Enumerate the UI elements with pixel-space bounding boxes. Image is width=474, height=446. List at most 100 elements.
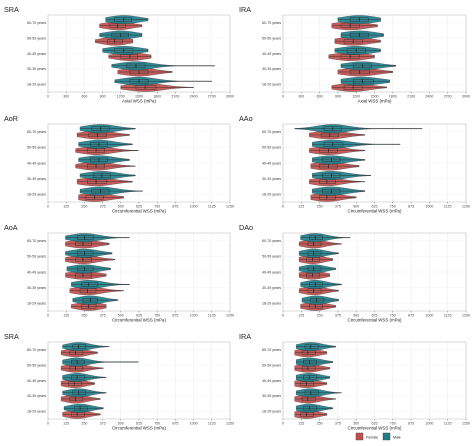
y-tick-label: 18-29 years xyxy=(262,193,281,197)
x-tick-label: 500 xyxy=(353,314,359,318)
legend: Female Male xyxy=(355,432,401,441)
x-tick-label: 0 xyxy=(282,95,284,99)
legend-key-male xyxy=(382,432,391,441)
iqr-box xyxy=(74,406,88,411)
x-tick-label: 2400 xyxy=(425,95,433,99)
x-tick-label: 300 xyxy=(63,95,69,99)
iqr-box xyxy=(71,412,85,417)
iqr-box xyxy=(72,390,87,395)
x-tick-label: 625 xyxy=(136,205,142,209)
x-tick-label: 900 xyxy=(335,95,341,99)
iqr-box xyxy=(349,69,370,75)
y-tick-label: 60-70 years xyxy=(27,239,46,243)
x-tick-label: 125 xyxy=(298,205,304,209)
x-tick-label: 600 xyxy=(81,95,87,99)
x-tick-label: 875 xyxy=(408,314,414,318)
x-tick-label: 2100 xyxy=(407,95,415,99)
panel-title: IRA xyxy=(239,332,251,341)
y-tick-label: 60-70 years xyxy=(262,130,281,134)
iqr-box xyxy=(352,79,374,84)
x-tick-label: 625 xyxy=(136,422,142,426)
x-tick-label: 1125 xyxy=(444,314,452,318)
panel-title: AAo xyxy=(239,114,253,123)
x-tick-label: 0 xyxy=(282,314,284,318)
y-tick-label: 60-70 years xyxy=(27,130,46,134)
y-tick-label: 18-29 years xyxy=(262,302,281,306)
y-tick-label: 30-39 years xyxy=(27,286,46,290)
x-tick-label: 1250 xyxy=(226,205,234,209)
iqr-box xyxy=(76,251,94,256)
y-tick-label: 40-49 years xyxy=(27,379,46,383)
x-tick-label: 250 xyxy=(81,422,87,426)
x-tick-label: 1125 xyxy=(208,422,216,426)
panels-layer: SRA 0 300 600 900 1200 1500 1800 2100 2400 2700 300… xyxy=(4,5,470,431)
iqr-box xyxy=(135,85,157,90)
x-tick-label: 0 xyxy=(282,205,284,209)
x-tick-label: 375 xyxy=(335,205,341,209)
x-tick-label: 125 xyxy=(63,422,69,426)
iqr-box xyxy=(301,350,316,355)
iqr-box xyxy=(87,179,107,184)
iqr-box xyxy=(304,390,319,395)
iqr-box xyxy=(323,142,344,147)
x-tick-label: 375 xyxy=(100,422,106,426)
x-tick-label: 0 xyxy=(47,422,49,426)
x-tick-label: 1250 xyxy=(462,422,470,426)
x-tick-label: 1800 xyxy=(389,95,397,99)
iqr-box xyxy=(304,344,319,349)
x-tick-label: 750 xyxy=(154,422,160,426)
x-tick-label: 250 xyxy=(81,205,87,209)
iqr-box xyxy=(309,235,323,240)
y-tick-label: 40-49 years xyxy=(262,52,281,56)
iqr-box xyxy=(68,381,82,386)
panel-title: AoA xyxy=(4,223,18,232)
x-tick-label: 1000 xyxy=(425,422,433,426)
x-axis-label: Circumferential WSS (mPa) xyxy=(348,209,402,214)
y-tick-label: 40-49 years xyxy=(27,161,46,165)
y-tick-label: 18-29 years xyxy=(27,83,46,87)
y-tick-label: 50-59 years xyxy=(27,255,46,259)
iqr-box xyxy=(71,359,85,365)
x-tick-label: 1250 xyxy=(226,314,234,318)
x-tick-label: 1000 xyxy=(425,205,433,209)
y-tick-label: 40-49 years xyxy=(27,270,46,274)
x-tick-label: 375 xyxy=(100,205,106,209)
panel-aoa: AoA 0 125 250 375 500 625 750 875 1000 1125 1250 Cir… xyxy=(4,223,234,323)
iqr-box xyxy=(111,32,129,38)
x-tick-label: 125 xyxy=(63,205,69,209)
y-tick-label: 40-49 years xyxy=(262,161,281,165)
y-tick-label: 50-59 years xyxy=(262,363,281,367)
panel-title: DAo xyxy=(239,223,253,232)
x-tick-label: 1000 xyxy=(425,314,433,318)
iqr-box xyxy=(114,17,132,22)
x-tick-label: 2400 xyxy=(190,95,198,99)
y-tick-label: 30-39 years xyxy=(262,67,281,71)
x-axis-label: Axial WSS (mPa) xyxy=(358,99,392,104)
x-tick-label: 375 xyxy=(335,314,341,318)
x-tick-label: 625 xyxy=(372,205,378,209)
x-tick-label: 1200 xyxy=(352,95,360,99)
y-tick-label: 30-39 years xyxy=(27,67,46,71)
x-tick-label: 300 xyxy=(298,95,304,99)
x-tick-label: 1125 xyxy=(208,314,216,318)
x-tick-label: 1250 xyxy=(226,422,234,426)
x-axis-label: Circumferential WSS (mPa) xyxy=(112,318,166,323)
x-tick-label: 500 xyxy=(118,314,124,318)
y-tick-label: 30-39 years xyxy=(27,394,46,398)
x-tick-label: 875 xyxy=(172,205,178,209)
iqr-box xyxy=(69,350,84,355)
iqr-box xyxy=(301,396,316,402)
x-tick-label: 875 xyxy=(172,422,178,426)
x-axis-label: Circumferential WSS (mPa) xyxy=(348,318,402,323)
iqr-box xyxy=(310,297,325,303)
x-tick-label: 625 xyxy=(136,314,142,318)
x-tick-label: 900 xyxy=(100,95,106,99)
panel-ira: IRA 0 125 250 375 500 625 750 875 1000 1125 1250 Cir… xyxy=(239,332,470,431)
x-tick-label: 500 xyxy=(118,205,124,209)
iqr-box xyxy=(76,266,94,271)
y-tick-label: 50-59 years xyxy=(27,36,46,40)
panel-dao: DAo 0 125 250 375 500 625 750 875 1000 1125 1250 Cir… xyxy=(239,223,470,323)
x-tick-label: 875 xyxy=(408,205,414,209)
x-tick-label: 500 xyxy=(353,205,359,209)
panel-sra: SRA 0 300 600 900 1200 1500 1800 2100 2400 2700 300… xyxy=(4,5,234,104)
